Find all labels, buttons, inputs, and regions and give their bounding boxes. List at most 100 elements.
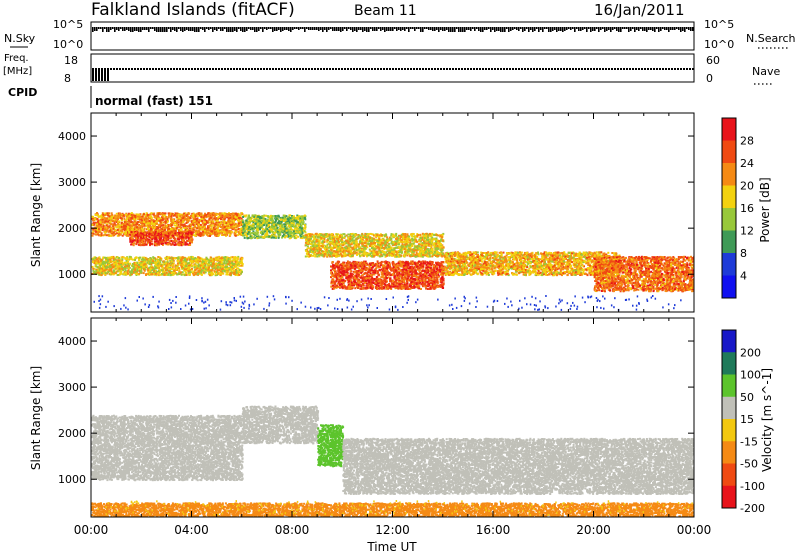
freq-mark: [524, 68, 526, 70]
heatmap-cell: [194, 259, 197, 261]
heatmap-cell: [165, 273, 168, 276]
heatmap-cell: [132, 231, 135, 234]
heatmap-cell: [143, 269, 146, 272]
heatmap-cell: [154, 257, 157, 260]
heatmap-cell: [134, 256, 137, 259]
heatmap-cell: [118, 216, 121, 219]
heatmap-cell: [218, 212, 221, 215]
nsky-bar: [122, 27, 124, 31]
nsky-bar: [344, 27, 346, 29]
nsky-bar: [186, 27, 188, 30]
heatmap-cell: [130, 273, 133, 276]
heatmap-cell: [240, 272, 242, 275]
heatmap-cell: [187, 217, 190, 220]
heatmap-cell: [119, 214, 122, 217]
heatmap-cell: [145, 266, 148, 269]
heatmap-cell: [191, 223, 194, 226]
nsky-bar: [408, 27, 410, 32]
heatmap-cell: [134, 214, 136, 217]
heatmap-cell: [153, 268, 156, 271]
heatmap-cell: [170, 229, 173, 232]
nsky-bar: [360, 27, 362, 30]
heatmap-cell: [161, 213, 164, 216]
nsky-bar: [204, 27, 206, 32]
heatmap-cell: [235, 269, 238, 272]
nsky-bar: [126, 27, 128, 30]
heatmap-cell: [112, 260, 115, 263]
heatmap-cell: [154, 240, 157, 243]
nsky-bar: [596, 27, 598, 29]
heatmap-cell: [232, 223, 235, 226]
freq-mark: [428, 68, 430, 70]
heatmap-cell: [180, 267, 183, 270]
freq-mark: [242, 68, 244, 70]
heatmap-cell: [210, 220, 213, 223]
heatmap-cell: [126, 220, 129, 223]
heatmap-cell: [202, 263, 205, 266]
heatmap-cell: [215, 234, 218, 237]
nsky-bar: [348, 27, 350, 29]
heatmap-cell: [109, 265, 111, 267]
freq-mark: [269, 68, 271, 70]
heatmap-cell: [118, 233, 120, 236]
cpid-text: normal (fast) 151: [95, 94, 213, 108]
heatmap-cell: [137, 237, 140, 240]
freq-mark: [95, 68, 97, 70]
heatmap-cell: [140, 227, 143, 230]
heatmap-cell: [144, 258, 147, 261]
heatmap-cell: [281, 231, 284, 234]
heatmap-cell: [105, 218, 108, 221]
heatmap-cell: [234, 218, 237, 221]
heatmap-cell: [202, 233, 205, 236]
heatmap-cell: [186, 228, 189, 231]
heatmap-cell: [100, 234, 103, 237]
freq-unit-label: [MHz]: [3, 66, 32, 77]
heatmap-cell: [158, 243, 161, 246]
nsky-bar: [684, 27, 686, 32]
nsky-bar: [594, 27, 596, 31]
heatmap-cell: [127, 234, 130, 237]
heatmap-cell: [202, 269, 205, 271]
heatmap-cell: [271, 233, 274, 236]
heatmap-cell: [304, 227, 307, 230]
heatmap-cell: [245, 223, 248, 226]
heatmap-cell: [223, 259, 226, 262]
nsky-bar: [318, 27, 320, 31]
heatmap-cell: [143, 265, 145, 268]
heatmap-cell: [131, 242, 134, 245]
nsky-bar: [376, 27, 378, 31]
nsky-bar: [622, 27, 624, 29]
freq-mark: [653, 68, 655, 70]
heatmap-cell: [170, 270, 173, 273]
nsky-bar: [328, 27, 330, 30]
heatmap-cell: [126, 262, 129, 264]
heatmap-cell: [182, 225, 185, 227]
nsky-bar: [334, 27, 336, 31]
freq-mark: [257, 68, 259, 70]
heatmap-cell: [192, 212, 195, 215]
nsky-bar: [306, 27, 308, 29]
heatmap-cell: [100, 232, 103, 235]
heatmap-cell: [192, 215, 195, 218]
nsky-bar: [602, 27, 604, 29]
cpid-panel: CPID normal (fast) 151: [8, 86, 213, 108]
heatmap-cell: [140, 225, 143, 228]
heatmap-cell: [231, 218, 234, 221]
heatmap-cell: [95, 268, 98, 271]
nsky-bar: [168, 27, 170, 29]
heatmap-cell: [234, 270, 237, 273]
heatmap-cell: [152, 269, 155, 272]
heatmap-cell: [238, 271, 241, 274]
heatmap-cell: [96, 266, 99, 269]
heatmap-cell: [178, 269, 181, 272]
heatmap-cell: [205, 213, 208, 216]
heatmap-cell: [149, 240, 152, 243]
nsky-bar: [394, 27, 396, 29]
heatmap-cell: [144, 219, 147, 222]
heatmap-cell: [164, 224, 167, 227]
heatmap-cell: [253, 217, 256, 219]
heatmap-cell: [92, 221, 95, 224]
heatmap-cell: [131, 265, 134, 268]
nsky-label: N.Sky: [4, 32, 36, 45]
nsky-bar: [232, 27, 234, 32]
